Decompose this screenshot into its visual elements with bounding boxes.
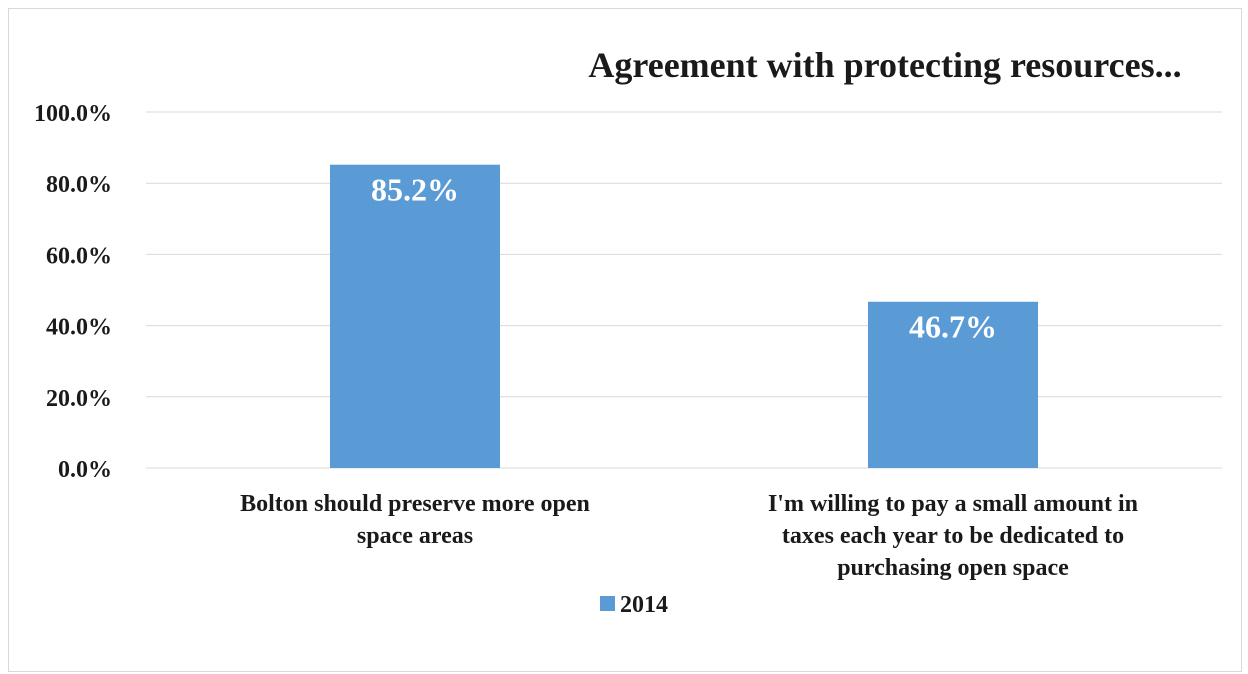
x-category-label: I'm willing to pay a small amount in bbox=[768, 491, 1138, 517]
bar bbox=[868, 301, 1038, 468]
bars bbox=[330, 164, 1038, 469]
y-tick-label: 0.0% bbox=[58, 457, 112, 483]
data-label: 85.2% bbox=[371, 172, 459, 208]
x-category-label: Bolton should preserve more open bbox=[240, 491, 590, 517]
x-axis-categories: Bolton should preserve more open space ar… bbox=[240, 491, 1138, 581]
data-labels: 85.2% 46.7% bbox=[371, 172, 997, 345]
legend-swatch bbox=[600, 596, 615, 611]
chart-title: Agreement with protecting resources... bbox=[588, 45, 1181, 85]
data-label: 46.7% bbox=[909, 309, 997, 345]
y-tick-label: 80.0% bbox=[46, 172, 112, 198]
grid-lines bbox=[146, 111, 1222, 469]
y-tick-label: 40.0% bbox=[46, 315, 112, 341]
x-category-label: purchasing open space bbox=[837, 555, 1069, 581]
y-tick-label: 20.0% bbox=[46, 386, 112, 412]
y-tick-label: 100.0% bbox=[34, 101, 112, 127]
legend: 2014 bbox=[600, 592, 668, 618]
bar bbox=[330, 164, 500, 469]
y-tick-label: 60.0% bbox=[46, 243, 112, 269]
x-category-label: taxes each year to be dedicated to bbox=[782, 523, 1124, 549]
legend-label: 2014 bbox=[620, 592, 668, 618]
x-category-label: space areas bbox=[357, 523, 473, 549]
y-axis-ticks: 0.0% 20.0% 40.0% 60.0% 80.0% 100.0% bbox=[34, 101, 112, 483]
